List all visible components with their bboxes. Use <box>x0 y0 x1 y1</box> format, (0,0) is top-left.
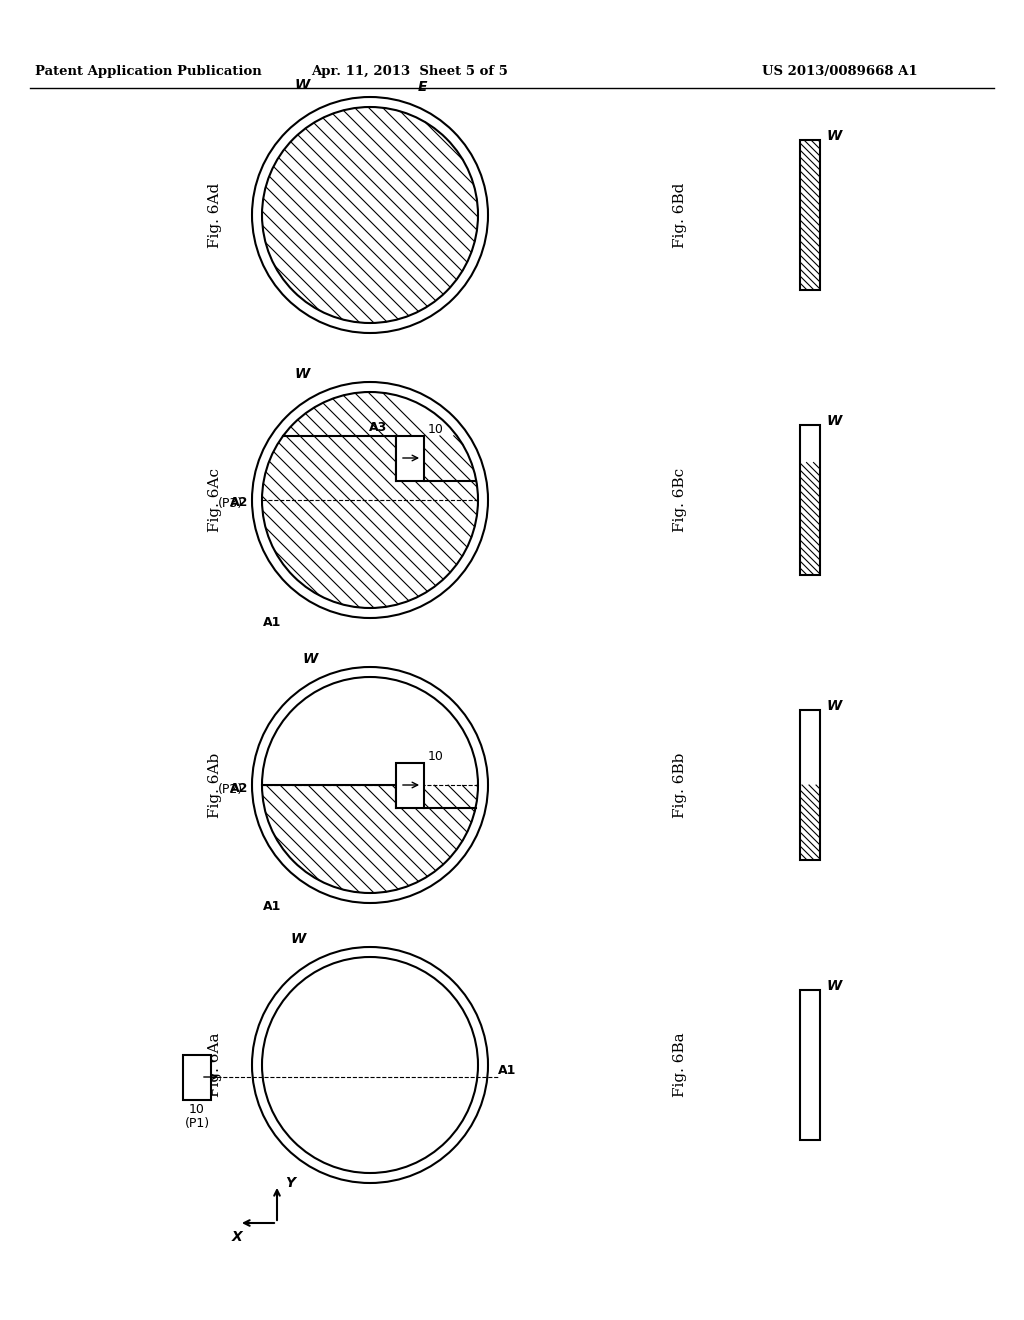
Text: Fig. 6Ac: Fig. 6Ac <box>208 469 222 532</box>
Text: Apr. 11, 2013  Sheet 5 of 5: Apr. 11, 2013 Sheet 5 of 5 <box>311 66 509 78</box>
Text: Fig. 6Ab: Fig. 6Ab <box>208 752 222 817</box>
Bar <box>800 710 820 861</box>
Text: 10: 10 <box>189 1104 205 1115</box>
Text: Fig. 6Ad: Fig. 6Ad <box>208 182 222 248</box>
Text: Y: Y <box>285 1176 295 1191</box>
Text: 10: 10 <box>428 422 444 436</box>
Circle shape <box>252 381 488 618</box>
Text: Fig. 6Bc: Fig. 6Bc <box>673 467 687 532</box>
Text: Fig. 6Bd: Fig. 6Bd <box>673 182 687 248</box>
Text: A2: A2 <box>229 781 248 795</box>
Text: A3: A3 <box>369 421 387 434</box>
Bar <box>396 436 424 480</box>
Bar <box>396 763 424 808</box>
Text: Patent Application Publication: Patent Application Publication <box>35 66 261 78</box>
Text: A1: A1 <box>263 900 282 913</box>
Text: X: X <box>231 1230 243 1243</box>
Text: W: W <box>294 78 309 92</box>
Circle shape <box>262 957 478 1173</box>
Bar <box>183 1055 211 1100</box>
Circle shape <box>262 677 478 894</box>
Text: W: W <box>826 414 842 428</box>
Text: 10: 10 <box>428 750 444 763</box>
Text: E: E <box>417 81 427 94</box>
Circle shape <box>252 946 488 1183</box>
Text: Fig. 6Aa: Fig. 6Aa <box>208 1032 222 1097</box>
Bar <box>800 140 820 290</box>
Text: A1: A1 <box>263 615 282 628</box>
Bar <box>800 425 820 576</box>
Text: W: W <box>826 129 842 143</box>
Text: Fig. 6Ba: Fig. 6Ba <box>673 1032 687 1097</box>
Text: W: W <box>294 367 309 381</box>
Bar <box>800 990 820 1140</box>
Text: (P3): (P3) <box>217 498 243 511</box>
Circle shape <box>252 667 488 903</box>
Circle shape <box>262 392 478 609</box>
Text: A2: A2 <box>229 496 248 510</box>
Text: US 2013/0089668 A1: US 2013/0089668 A1 <box>762 66 918 78</box>
Text: W: W <box>302 652 317 667</box>
Text: Fig. 6Bb: Fig. 6Bb <box>673 752 687 817</box>
Text: (P2): (P2) <box>217 783 243 796</box>
Text: W: W <box>826 979 842 993</box>
Text: W: W <box>826 700 842 713</box>
Text: A1: A1 <box>498 1064 516 1077</box>
Circle shape <box>262 107 478 323</box>
Text: W: W <box>291 932 305 946</box>
Circle shape <box>252 96 488 333</box>
Text: (P1): (P1) <box>184 1117 210 1130</box>
